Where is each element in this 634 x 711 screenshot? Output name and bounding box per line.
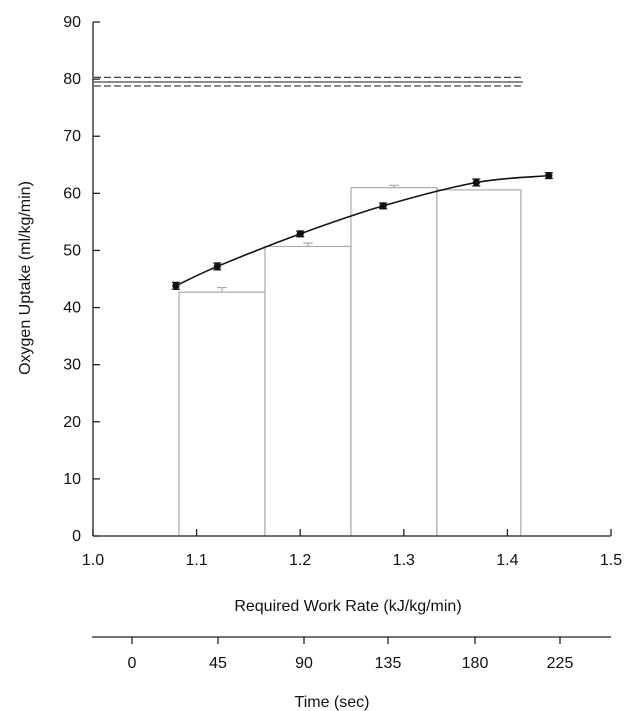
bar-1 — [178, 291, 266, 537]
time-tick-label-180: 180 — [462, 655, 489, 672]
x-tick-label-1.1: 1.1 — [185, 552, 207, 569]
data-point-4 — [379, 202, 387, 210]
bar-4 — [436, 189, 522, 537]
bar-3 — [350, 187, 438, 537]
time-tick-label-45: 45 — [209, 655, 227, 672]
x-axis-title: Required Work Rate (kJ/kg/min) — [234, 598, 461, 615]
x-tick-label-1.2: 1.2 — [289, 552, 311, 569]
y-tick-label-80: 80 — [63, 71, 81, 88]
y-tick-label-90: 90 — [63, 14, 81, 31]
time-axis-title: Time (sec) — [295, 694, 370, 711]
y-tick-label-30: 30 — [63, 357, 81, 374]
time-tick-label-135: 135 — [375, 655, 402, 672]
series-line-layer — [171, 172, 553, 290]
x-tick-label-1.3: 1.3 — [393, 552, 415, 569]
x-tick-label-1.0: 1.0 — [82, 552, 104, 569]
data-point-5 — [472, 178, 480, 187]
data-point-3 — [296, 230, 304, 238]
axes-layer: 0 10 20 30 40 50 60 70 80 90 1.0 1.1 1.2 1.3 1.4 1.5 0 45… — [63, 14, 622, 672]
y-tick-label-70: 70 — [63, 128, 81, 145]
y-axis-title: Oxygen Uptake (ml/kg/min) — [17, 181, 34, 375]
y-tick-label-50: 50 — [63, 242, 81, 259]
data-point-2 — [213, 262, 221, 271]
reference-lines — [94, 76, 523, 87]
x-tick-label-1.5: 1.5 — [600, 552, 622, 569]
data-point-6 — [545, 172, 553, 180]
data-point-1 — [172, 282, 180, 290]
time-tick-label-225: 225 — [547, 655, 574, 672]
time-tick-label-90: 90 — [295, 655, 313, 672]
bars-layer — [178, 184, 522, 537]
y-tick-label-40: 40 — [63, 300, 81, 317]
y-tick-label-0: 0 — [72, 528, 81, 545]
bar-2 — [264, 245, 352, 537]
y-tick-label-20: 20 — [63, 414, 81, 431]
y-tick-label-60: 60 — [63, 185, 81, 202]
y-tick-label-10: 10 — [63, 471, 81, 488]
x-tick-label-1.4: 1.4 — [496, 552, 518, 569]
time-tick-label-0: 0 — [128, 655, 137, 672]
